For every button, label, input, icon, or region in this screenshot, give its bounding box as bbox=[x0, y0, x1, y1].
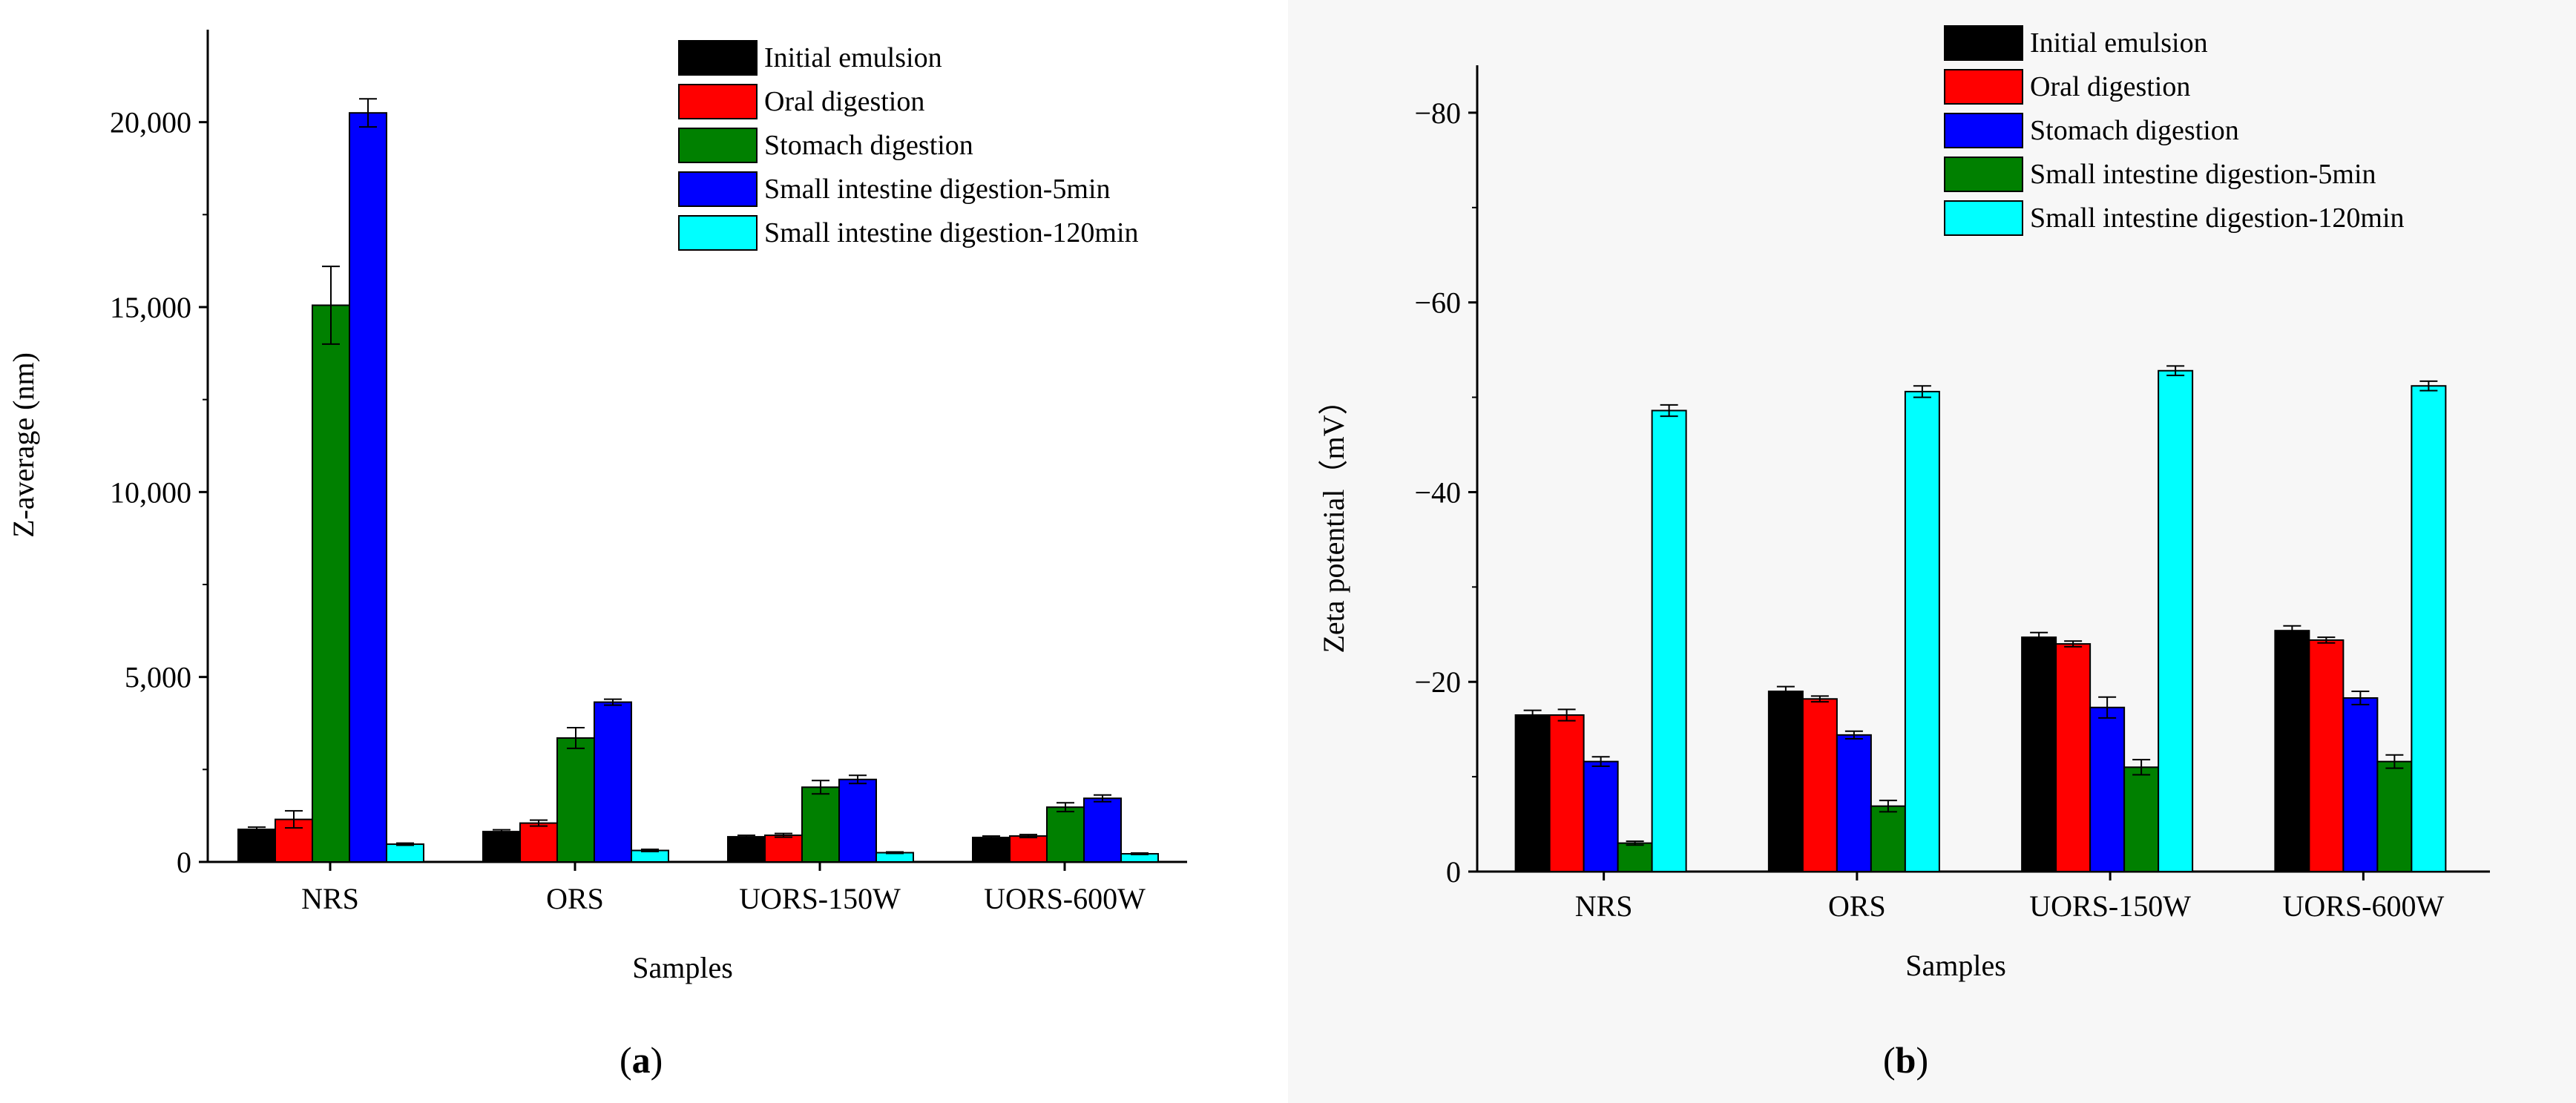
chart-a-bar-small-intestine-digestion-5min-uors-150w bbox=[838, 778, 877, 863]
chart-a-bar-small-intestine-digestion-5min-ors bbox=[594, 701, 632, 863]
panel-caption-a: (a) bbox=[620, 1039, 663, 1081]
chart-panel-b: 0 −20 −40 −60 −80 NRS ORS UORS-150W UORS-600W Zet… bbox=[1288, 0, 2576, 1103]
chart-b-legend-swatch-small-intestine-digestion-5min bbox=[1944, 157, 2023, 192]
chart-b-bar-stomach-digestion-uors-150w bbox=[2089, 706, 2126, 873]
chart-b-x-tick-label: UORS-150W bbox=[2029, 889, 2191, 923]
chart-a-bar-initial-emulsion-nrs bbox=[237, 829, 276, 863]
chart-a-bar-initial-emulsion-ors bbox=[482, 831, 521, 863]
chart-b-x-tick-label: NRS bbox=[1575, 889, 1633, 923]
chart-a-x-tick-label: UORS-150W bbox=[739, 882, 901, 915]
chart-a-x-tick-label: UORS-600W bbox=[984, 882, 1146, 915]
chart-a-y-axis-label: Z-average (nm) bbox=[7, 352, 40, 538]
chart-b-y-tick-label: −80 bbox=[1414, 96, 1461, 130]
chart-b-legend: Initial emulsion Oral digestion Stomach di… bbox=[1944, 25, 2405, 236]
chart-b-bar-small-intestine-digestion-120min-uors-600w bbox=[2411, 385, 2447, 872]
chart-a-legend-swatch-small-intestine-digestion-120min bbox=[678, 215, 758, 251]
chart-b-bar-initial-emulsion-uors-600w bbox=[2274, 630, 2310, 872]
chart-a-bar-stomach-digestion-ors bbox=[556, 737, 595, 863]
chart-b-bar-initial-emulsion-uors-150w bbox=[2021, 636, 2057, 873]
chart-b-y-tick-label: −60 bbox=[1414, 286, 1461, 320]
chart-b-bar-small-intestine-digestion-5min-ors bbox=[1870, 805, 1906, 873]
chart-b-bar-oral-digestion-ors bbox=[1801, 698, 1838, 872]
chart-a-bar-initial-emulsion-uors-600w bbox=[972, 837, 1011, 863]
chart-b-bar-small-intestine-digestion-5min-nrs bbox=[1617, 842, 1653, 872]
chart-b-legend-label: Small intestine digestion-120min bbox=[2030, 203, 2405, 234]
chart-a-y-tick-label: 10,000 bbox=[110, 475, 191, 509]
chart-a-legend-label: Small intestine digestion-5min bbox=[764, 174, 1111, 205]
panel-caption-b: (b) bbox=[1883, 1039, 1929, 1081]
chart-b-bar-initial-emulsion-ors bbox=[1767, 691, 1804, 873]
chart-a-bar-initial-emulsion-uors-150w bbox=[727, 836, 766, 863]
chart-a-legend-swatch-small-intestine-digestion-5min bbox=[678, 171, 758, 207]
chart-a-legend-swatch-stomach-digestion bbox=[678, 128, 758, 163]
chart-b-bar-stomach-digestion-ors bbox=[1836, 734, 1872, 873]
chart-a-bar-oral-digestion-uors-150w bbox=[764, 834, 803, 863]
chart-b-bar-stomach-digestion-nrs bbox=[1583, 760, 1619, 873]
chart-a-y-tick-label: 20,000 bbox=[110, 106, 191, 139]
z-average-chart: 0 5,000 10,000 15,000 20,000 NRS ORS UORS-150W U… bbox=[7, 30, 1187, 984]
chart-b-y-tick-label: 0 bbox=[1446, 855, 1461, 889]
chart-a-x-tick-label: ORS bbox=[546, 882, 604, 915]
chart-a-legend-label: Initial emulsion bbox=[764, 42, 942, 73]
chart-b-y-axis-label: Zeta potential（mV） bbox=[1317, 385, 1350, 653]
chart-b-legend-label: Oral digestion bbox=[2030, 71, 2190, 102]
chart-b-bar-oral-digestion-nrs bbox=[1548, 714, 1585, 873]
chart-b-bar-small-intestine-digestion-120min-ors bbox=[1904, 390, 1940, 872]
chart-b-legend-label: Initial emulsion bbox=[2030, 27, 2208, 59]
chart-b-bar-small-intestine-digestion-120min-nrs bbox=[1651, 409, 1687, 872]
chart-a-legend-label: Small intestine digestion-120min bbox=[764, 217, 1139, 248]
chart-b-x-tick-label: ORS bbox=[1828, 889, 1886, 923]
chart-a-bar-stomach-digestion-nrs bbox=[312, 304, 350, 863]
chart-b-bar-oral-digestion-uors-600w bbox=[2308, 639, 2345, 872]
chart-b-x-tick-label: UORS-600W bbox=[2282, 889, 2444, 923]
chart-b-legend-label: Stomach digestion bbox=[2030, 115, 2239, 146]
chart-b-x-axis-label: Samples bbox=[1905, 949, 2006, 982]
chart-a-bar-stomach-digestion-uors-150w bbox=[801, 786, 840, 863]
chart-a-y-tick-label: 0 bbox=[177, 846, 191, 879]
chart-b-y-tick-label: −40 bbox=[1414, 475, 1461, 509]
chart-a-bar-oral-digestion-ors bbox=[519, 822, 558, 863]
chart-a-x-tick-label: NRS bbox=[301, 882, 359, 915]
chart-panel-a: 0 5,000 10,000 15,000 20,000 NRS ORS UORS-150W U… bbox=[7, 30, 1187, 984]
chart-b-bar-small-intestine-digestion-120min-uors-150w bbox=[2158, 369, 2194, 872]
chart-a-y-tick-label: 5,000 bbox=[125, 661, 191, 694]
chart-a-bar-oral-digestion-uors-600w bbox=[1009, 835, 1048, 863]
chart-b-bar-small-intestine-digestion-5min-uors-600w bbox=[2376, 760, 2413, 873]
chart-a-legend-label: Oral digestion bbox=[764, 86, 924, 117]
chart-b-bar-initial-emulsion-nrs bbox=[1514, 714, 1551, 873]
chart-a-bar-small-intestine-digestion-5min-uors-600w bbox=[1083, 797, 1122, 863]
chart-a-legend-label: Stomach digestion bbox=[764, 130, 973, 161]
chart-b-bar-stomach-digestion-uors-600w bbox=[2342, 697, 2379, 872]
chart-a-y-tick-label: 15,000 bbox=[110, 291, 191, 324]
chart-a-x-axis-label: Samples bbox=[632, 951, 733, 984]
chart-a-legend-swatch-oral-digestion bbox=[678, 84, 758, 119]
chart-b-bar-oral-digestion-uors-150w bbox=[2055, 643, 2092, 872]
chart-a-legend: Initial emulsion Oral digestion Stomach di… bbox=[678, 40, 1139, 251]
chart-b-legend-swatch-small-intestine-digestion-120min bbox=[1944, 200, 2023, 236]
chart-b-bar-small-intestine-digestion-5min-uors-150w bbox=[2123, 766, 2160, 873]
chart-b-legend-swatch-oral-digestion bbox=[1944, 69, 2023, 105]
chart-a-legend-swatch-initial-emulsion bbox=[678, 40, 758, 76]
chart-b-legend-swatch-initial-emulsion bbox=[1944, 25, 2023, 61]
chart-b-legend-swatch-stomach-digestion bbox=[1944, 113, 2023, 148]
zeta-potential-chart: 0 −20 −40 −60 −80 NRS ORS UORS-150W UORS-600W Zet… bbox=[1317, 25, 2490, 982]
chart-b-legend-label: Small intestine digestion-5min bbox=[2030, 159, 2376, 190]
chart-a-bar-stomach-digestion-uors-600w bbox=[1046, 806, 1085, 863]
chart-b-y-tick-label: −20 bbox=[1414, 665, 1461, 699]
chart-a-bar-small-intestine-digestion-120min-nrs bbox=[386, 843, 424, 863]
chart-a-bar-small-intestine-digestion-5min-nrs bbox=[349, 112, 387, 863]
